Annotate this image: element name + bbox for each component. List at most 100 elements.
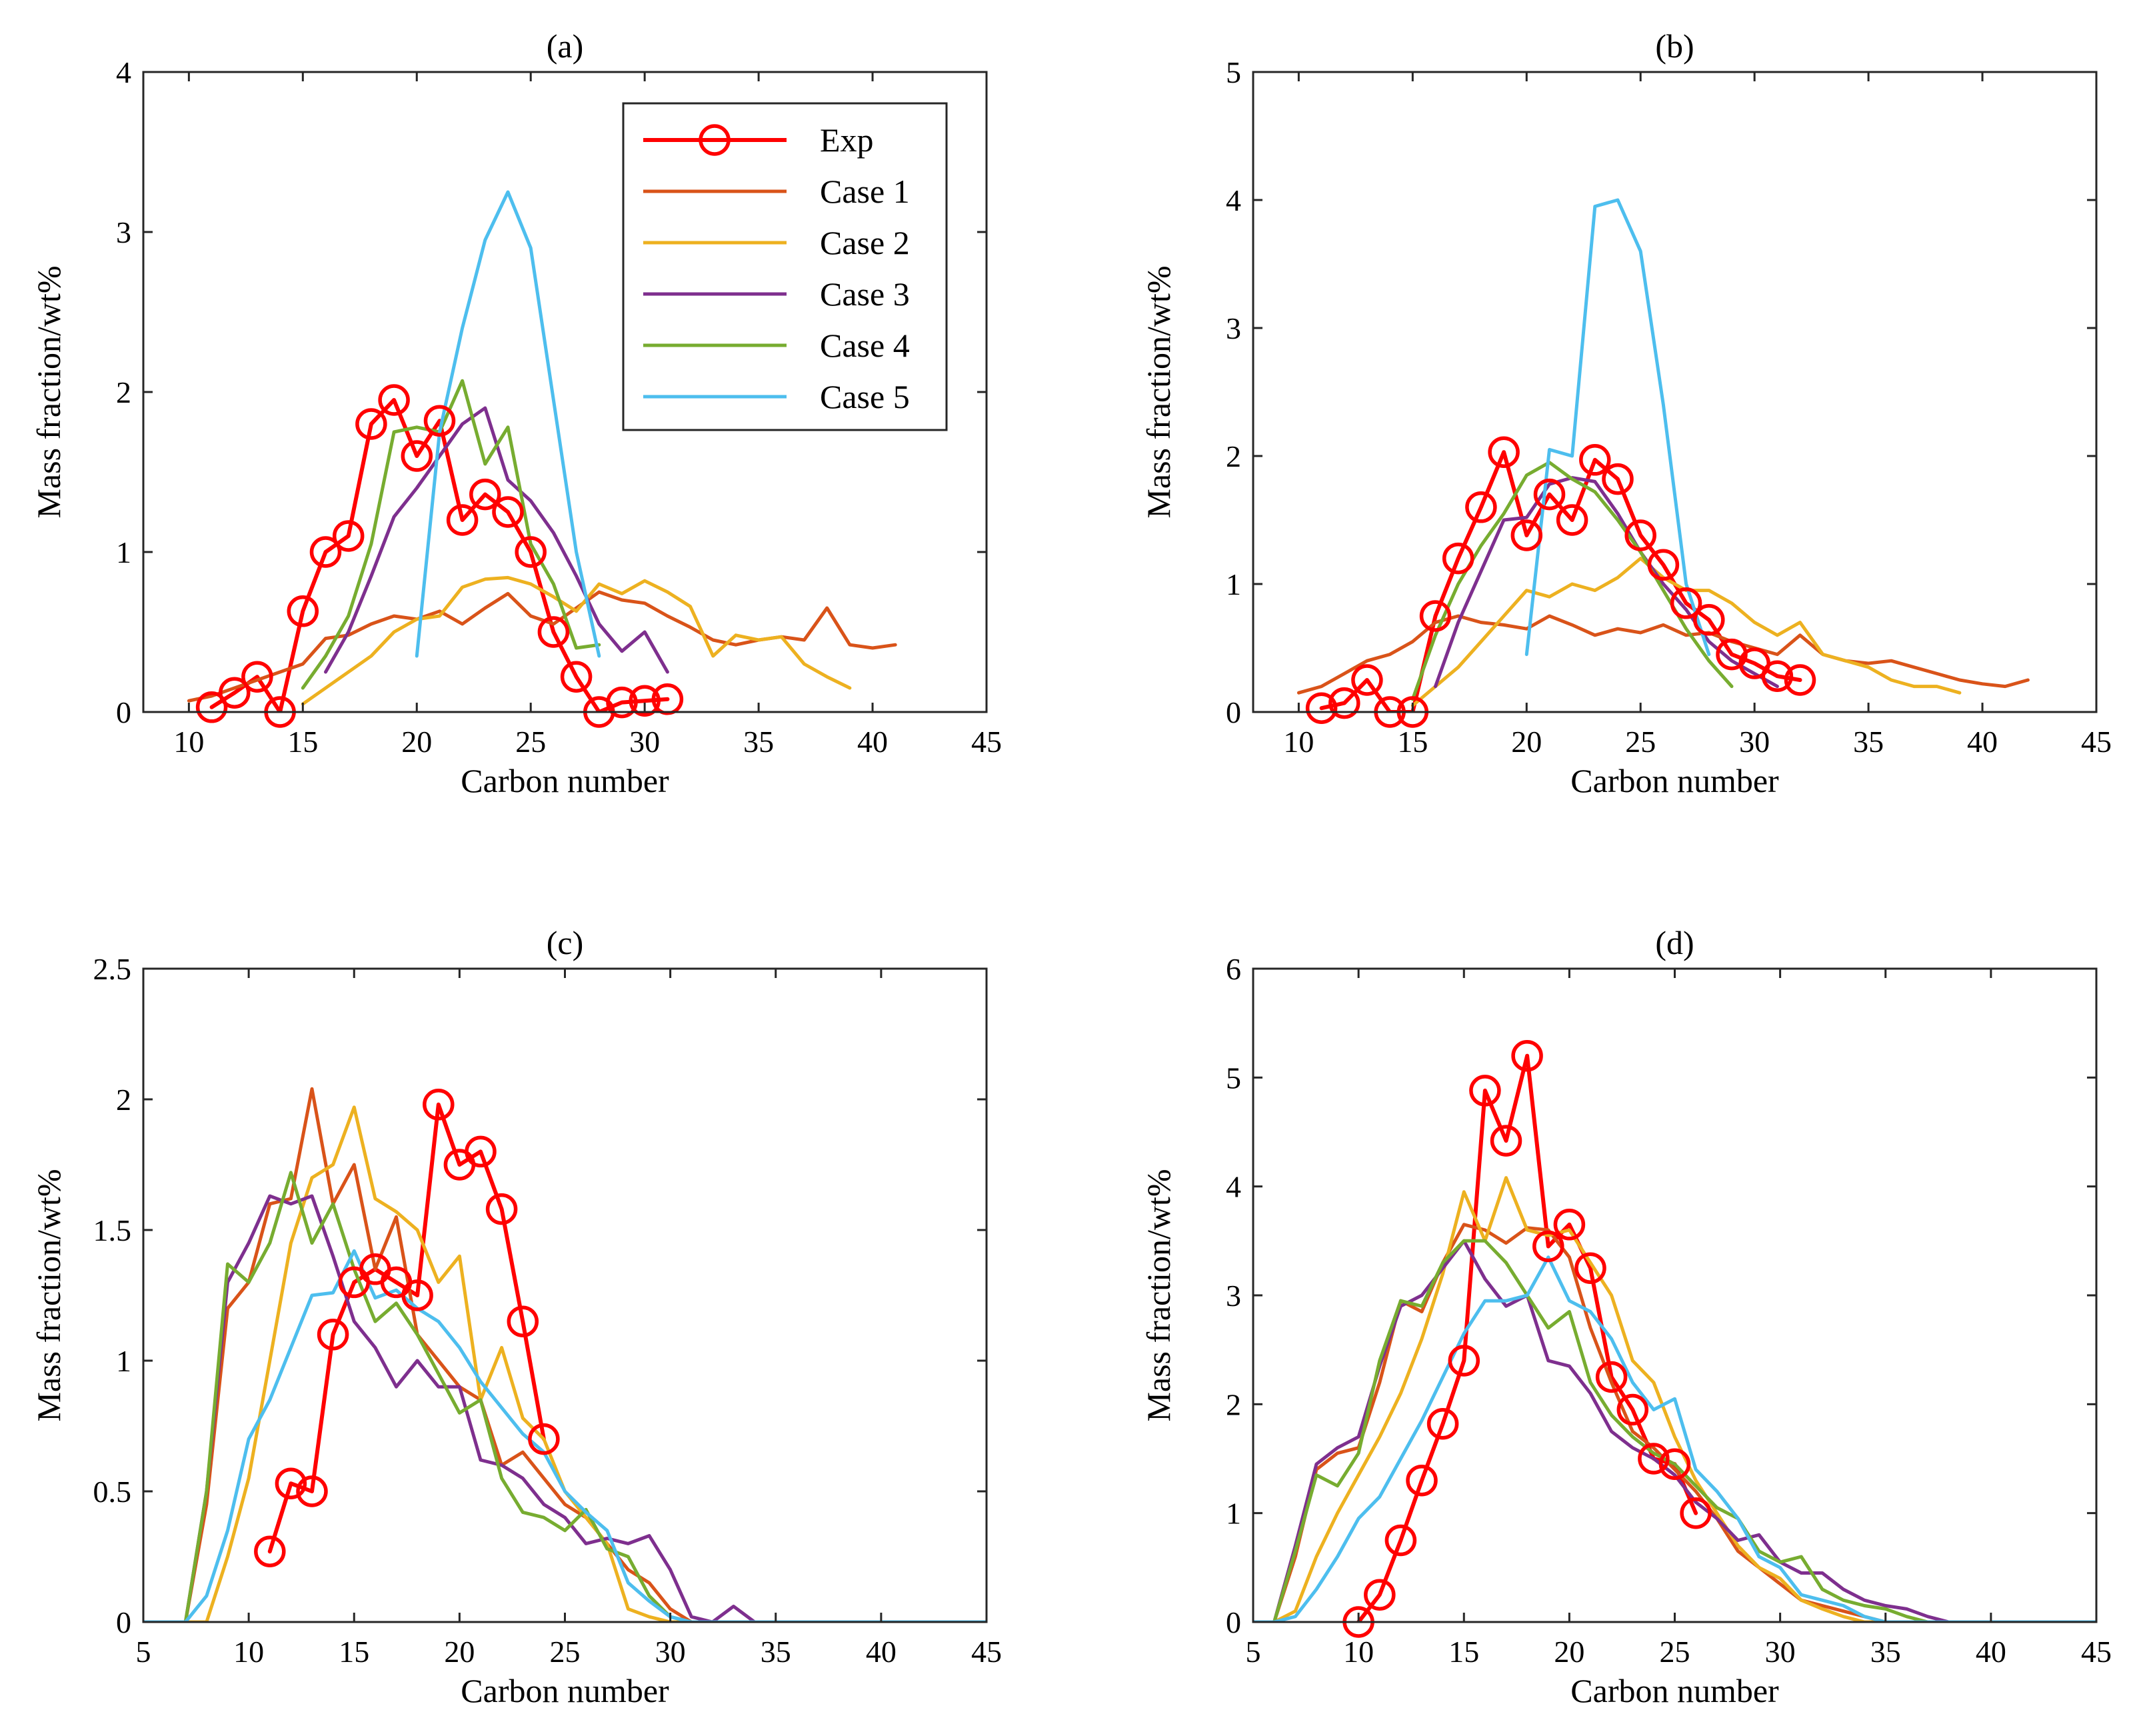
y-tick-label: 3 [1226,311,1241,345]
x-tick-label: 35 [761,1635,791,1669]
exp-data-point [1574,1252,1606,1284]
y-tick-label: 4 [1226,1170,1241,1204]
y-tick-label: 0.5 [93,1475,132,1509]
y-axis-label: Mass fraction/wt% [1140,1169,1177,1421]
plot-area [143,969,987,1622]
exp-data-point [1616,1393,1649,1426]
x-tick-label: 20 [401,725,432,759]
chart-panel-a: 10 15 20 25 30 35 40 45 0 1 2 3 4 (a) Carbon number Mas… [30,27,1002,799]
x-tick-label: 15 [339,1635,369,1669]
x-tick-label: 35 [1853,725,1884,759]
series-line-case-2 [1253,1176,2096,1622]
series-line-case-2 [143,1105,987,1622]
exp-data-point [1351,664,1383,696]
legend-label-case-4: Case 4 [820,327,910,364]
legend-label-case-3: Case 3 [820,275,910,313]
exp-data-point [1761,660,1794,692]
exp-data-point [1328,687,1360,719]
y-axis-label: Mass fraction/wt% [30,265,67,518]
exp-data-point [507,1305,539,1337]
series-line-case-5 [415,190,601,658]
panel-title: (d) [1655,924,1694,961]
x-tick-label: 15 [1397,725,1428,759]
x-tick-label: 45 [2081,1635,2112,1669]
exp-data-point [423,405,456,437]
exp-data-point [1680,1497,1712,1529]
exp-data-point [1658,1448,1691,1480]
series-line-exp [1356,1053,1698,1622]
exp-data-point [1638,1443,1670,1475]
panel-title: (c) [547,924,584,961]
panel-title: (a) [547,27,584,65]
exp-data-point [1784,664,1816,696]
exp-data-point [1469,1075,1501,1107]
x-tick-label: 40 [866,1635,897,1669]
exp-data-point [469,478,501,511]
series-line-case-4 [143,1171,987,1622]
exp-data-point [241,661,273,693]
exp-data-point [515,536,547,568]
exp-data-point [560,661,593,693]
y-tick-label: 2 [1226,1387,1241,1421]
exp-data-point [1510,519,1543,551]
exp-data-point [1442,542,1474,575]
panel-title: (b) [1655,27,1694,65]
x-tick-label: 15 [287,725,318,759]
plot-area [1253,72,2096,712]
series-line-case-5 [1524,198,1711,657]
exp-data-point [1419,600,1452,632]
y-tick-label: 5 [1226,1061,1241,1095]
y-axis-label: Mass fraction/wt% [1140,265,1177,518]
exp-data-point [465,1135,497,1168]
y-tick-label: 1 [1226,1497,1241,1531]
x-tick-label: 20 [1511,725,1542,759]
y-axis-label: Mass fraction/wt% [30,1169,67,1421]
series-line-case-1 [1296,614,2030,695]
x-axis-label: Carbon number [1570,1672,1779,1709]
x-tick-label: 25 [515,725,546,759]
exp-data-point [537,616,570,648]
exp-data-point [1465,491,1497,523]
legend: Exp Case 1 Case 2 Case 3 Case 4 Case 5 [622,102,948,431]
x-tick-label: 35 [743,725,774,759]
series-line-case-3 [1434,476,1779,689]
y-tick-label: 4 [1226,183,1241,217]
exp-data-point [355,408,387,440]
exp-data-point [195,691,228,723]
axes-box [1252,71,2098,713]
x-axis-label: Carbon number [461,762,669,799]
exp-data-point [1693,604,1725,636]
exp-data-point [423,1089,455,1121]
y-tick-label: 6 [1226,952,1241,986]
y-tick-label: 2 [116,375,131,409]
y-tick-label: 1 [116,1344,131,1378]
exp-data-point [1647,549,1680,581]
legend-label-case-1: Case 1 [820,173,910,210]
legend-label-case-5: Case 5 [820,378,910,415]
exp-data-point [651,683,684,715]
exp-data-point [1511,1039,1543,1072]
x-tick-label: 40 [1976,1635,2006,1669]
series-line-case-5 [1253,1255,2096,1622]
legend-label-case-2: Case 2 [820,224,910,261]
exp-data-point [1595,1361,1628,1393]
series-group [1253,1053,2096,1622]
series-line-case-4 [301,379,601,690]
y-tick-label: 2 [1226,439,1241,473]
x-tick-label: 45 [2081,725,2112,759]
exp-data-point [287,595,319,627]
x-tick-label: 40 [857,725,888,759]
series-line-case-5 [143,1249,987,1622]
x-tick-label: 45 [971,1635,1002,1669]
exp-data-point [492,496,524,528]
y-tick-label: 3 [1226,1279,1241,1313]
exp-data-point [254,1535,286,1567]
y-tick-label: 0 [116,695,131,729]
x-tick-label: 30 [655,1635,686,1669]
x-tick-label: 30 [1765,1635,1796,1669]
x-axis-label: Carbon number [1570,762,1779,799]
exp-data-point [1533,478,1566,511]
y-tick-label: 0 [116,1605,131,1639]
